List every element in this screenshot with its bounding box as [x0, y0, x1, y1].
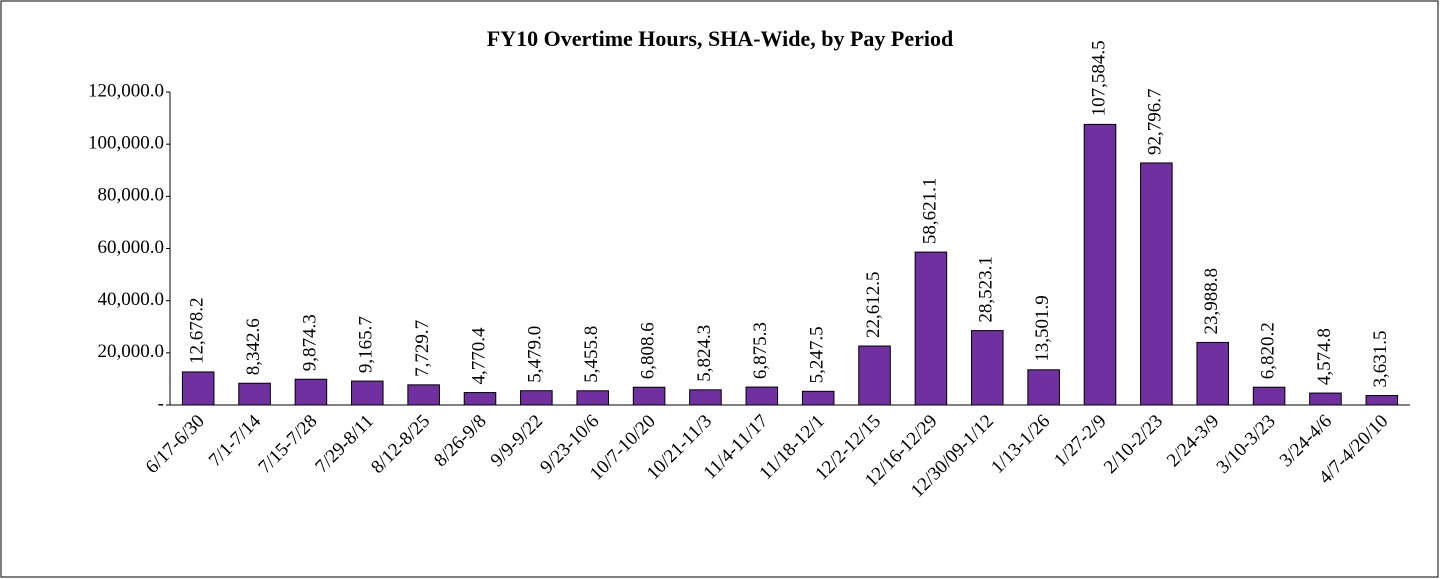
data-label: 4,574.8: [1314, 328, 1335, 385]
bar: [689, 389, 722, 406]
data-label: 5,479.0: [525, 326, 546, 383]
y-tick-label: 80,000.0: [98, 185, 165, 206]
bar: [801, 390, 835, 406]
data-label: 6,820.2: [1257, 322, 1278, 379]
data-label: 8,342.6: [243, 318, 264, 375]
bar: [970, 330, 1004, 406]
bar: [520, 390, 553, 406]
data-label: 5,247.5: [807, 326, 828, 383]
bar: [1309, 392, 1342, 406]
bar: [1083, 123, 1117, 406]
bar: [1365, 395, 1399, 406]
data-label: 6,808.6: [637, 322, 658, 379]
data-label: 5,824.3: [694, 325, 715, 382]
data-label: 28,523.1: [976, 256, 997, 323]
data-label: 5,455.8: [581, 326, 602, 383]
chart-title: FY10 Overtime Hours, SHA-Wide, by Pay Pe…: [487, 26, 953, 51]
data-label: 92,796.7: [1145, 88, 1166, 155]
bar: [576, 390, 610, 406]
bar: [294, 378, 328, 406]
bar: [1027, 369, 1060, 406]
bar: [745, 386, 779, 406]
data-label: 107,584.5: [1088, 40, 1109, 116]
data-label: 23,988.8: [1201, 268, 1222, 335]
data-label: 13,501.9: [1032, 295, 1053, 362]
data-label: 9,874.3: [299, 314, 320, 371]
bar: [350, 380, 384, 406]
data-label: 7,729.7: [412, 320, 433, 377]
bar: [407, 384, 440, 406]
data-label: 22,612.5: [863, 272, 884, 339]
bar: [1140, 162, 1173, 406]
y-tick-label: 100,000.0: [88, 133, 164, 154]
y-tick-label: 120,000.0: [88, 80, 164, 101]
data-label: 9,165.7: [356, 316, 377, 373]
y-tick-label: -: [158, 393, 164, 414]
bar: [1252, 386, 1286, 406]
bar: [181, 371, 215, 406]
data-label: 12,678.2: [187, 297, 208, 364]
y-tick-label: 20,000.0: [98, 341, 165, 362]
data-label: 58,621.1: [919, 178, 940, 245]
bar: [858, 345, 891, 406]
data-label: 4,770.4: [468, 327, 489, 385]
data-label: 3,631.5: [1370, 331, 1391, 388]
bar: [914, 251, 948, 406]
bar: [632, 386, 666, 406]
y-tick-label: 60,000.0: [98, 237, 165, 258]
bar: [238, 382, 271, 406]
y-tick-label: 40,000.0: [98, 289, 165, 310]
bar: [1196, 341, 1230, 406]
data-label: 6,875.3: [750, 322, 771, 379]
bar: [463, 392, 497, 406]
